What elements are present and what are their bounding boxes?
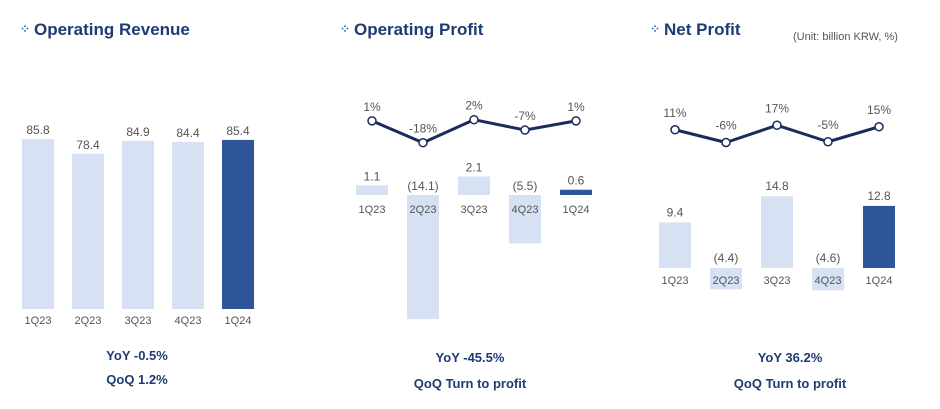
data-label: 84.4: [176, 126, 200, 140]
data-label: 1%: [363, 100, 381, 114]
data-point: [469, 114, 479, 125]
operating-revenue-chart: 85.8 1Q23 78.4 2Q23 84.9 3Q23 84.4 4Q23 85.4 1Q24: [22, 123, 254, 327]
data-label: (4.4): [714, 251, 739, 265]
bar: [509, 195, 541, 244]
tick-label: 4Q23: [175, 315, 202, 327]
bar: [122, 140, 154, 309]
data-label: -18%: [409, 122, 437, 136]
data-label: 78.4: [76, 138, 100, 152]
bar: [812, 268, 844, 291]
data-point: [571, 116, 581, 126]
bar: [863, 205, 895, 268]
bullet-icon: ⁘: [20, 22, 31, 36]
data-label: -5%: [817, 118, 839, 132]
data-label: 2%: [465, 99, 483, 113]
tick-label: 2Q23: [75, 315, 102, 327]
tick-label: 2Q23: [713, 275, 740, 287]
tick-label: 3Q23: [125, 315, 152, 327]
summary-qoq: QoQ Turn to profit: [733, 376, 847, 391]
data-label: -6%: [715, 119, 737, 133]
bar: [22, 139, 54, 309]
bar: [172, 141, 204, 309]
panel-title: ⁘ Net Profit: [650, 20, 741, 39]
bar: [222, 139, 254, 309]
bar: [761, 196, 793, 268]
bar: [659, 222, 691, 268]
data-label: 0.6: [568, 174, 585, 188]
bar: [560, 189, 592, 195]
bar: [72, 153, 104, 309]
unit-note: (Unit: billion KRW, %): [793, 31, 898, 43]
data-label: (14.1): [407, 179, 438, 193]
bullet-icon: ⁘: [650, 22, 661, 36]
summary-yoy: YoY -0.5%: [106, 348, 168, 363]
operating-profit-chart: 1.1 1Q23 (14.1) 2Q23 2.1 3Q23 (5.5) 4Q23 0.6 1Q24…: [356, 99, 592, 320]
data-point: [670, 125, 680, 135]
data-point: [823, 137, 833, 147]
tick-label: 3Q23: [461, 204, 488, 216]
tick-label: 4Q23: [815, 275, 842, 287]
data-point: [520, 125, 530, 135]
data-point: [874, 122, 884, 132]
tick-label: 1Q24: [225, 315, 252, 327]
data-label: 15%: [867, 103, 891, 117]
summary-yoy: YoY -45.5%: [435, 350, 505, 365]
bar: [407, 195, 439, 320]
data-point: [772, 120, 782, 130]
tick-label: 1Q23: [359, 204, 386, 216]
tick-label: 1Q23: [662, 275, 689, 287]
panel-title: ⁘ Operating Revenue: [20, 20, 190, 39]
tick-label: 3Q23: [764, 275, 791, 287]
summary-qoq: QoQ Turn to profit: [413, 376, 527, 391]
bar: [710, 268, 742, 290]
data-label: (5.5): [513, 179, 538, 193]
data-label: 1.1: [364, 169, 381, 183]
data-point: [367, 116, 377, 126]
data-label: 17%: [765, 101, 789, 115]
tick-label: 1Q23: [25, 315, 52, 327]
data-label: 85.4: [226, 124, 250, 138]
data-point: [721, 137, 731, 148]
panel-net-profit: ⁘ Net Profit 9.4 1Q23 (4.4) 2Q23 14.8 3Q23 (4.6…: [630, 0, 940, 409]
panel-operating-profit: ⁘ Operating Profit 1.1 1Q23 (14.1) 2Q23 2.1 3Q…: [310, 0, 630, 409]
data-label: 2.1: [466, 161, 483, 175]
tick-label: 4Q23: [512, 204, 539, 216]
net-profit-chart: 9.4 1Q23 (4.4) 2Q23 14.8 3Q23 (4.6) 4Q23 12.8 1Q2…: [659, 101, 895, 291]
data-label: 84.9: [126, 125, 150, 139]
bullet-icon: ⁘: [340, 22, 351, 36]
panel-operating-revenue: ⁘ Operating Revenue 85.8 1Q23 78.4 2Q23 84.9 3…: [0, 0, 310, 409]
data-label: 1%: [567, 100, 585, 114]
data-label: 12.8: [867, 189, 891, 203]
bar: [458, 176, 490, 195]
data-label: 11%: [663, 106, 686, 120]
data-label: (4.6): [816, 251, 841, 265]
summary-yoy: YoY 36.2%: [757, 350, 823, 365]
panel-title: ⁘ Operating Profit: [340, 20, 484, 39]
data-point: [418, 137, 428, 148]
data-label: 14.8: [765, 179, 789, 193]
summary-qoq: QoQ 1.2%: [106, 372, 168, 387]
data-label: -7%: [514, 109, 536, 123]
data-label: 9.4: [667, 205, 684, 219]
tick-label: 1Q24: [563, 204, 590, 216]
data-label: 85.8: [26, 123, 50, 137]
tick-label: 1Q24: [866, 275, 893, 287]
bar: [356, 185, 388, 195]
tick-label: 2Q23: [410, 204, 437, 216]
